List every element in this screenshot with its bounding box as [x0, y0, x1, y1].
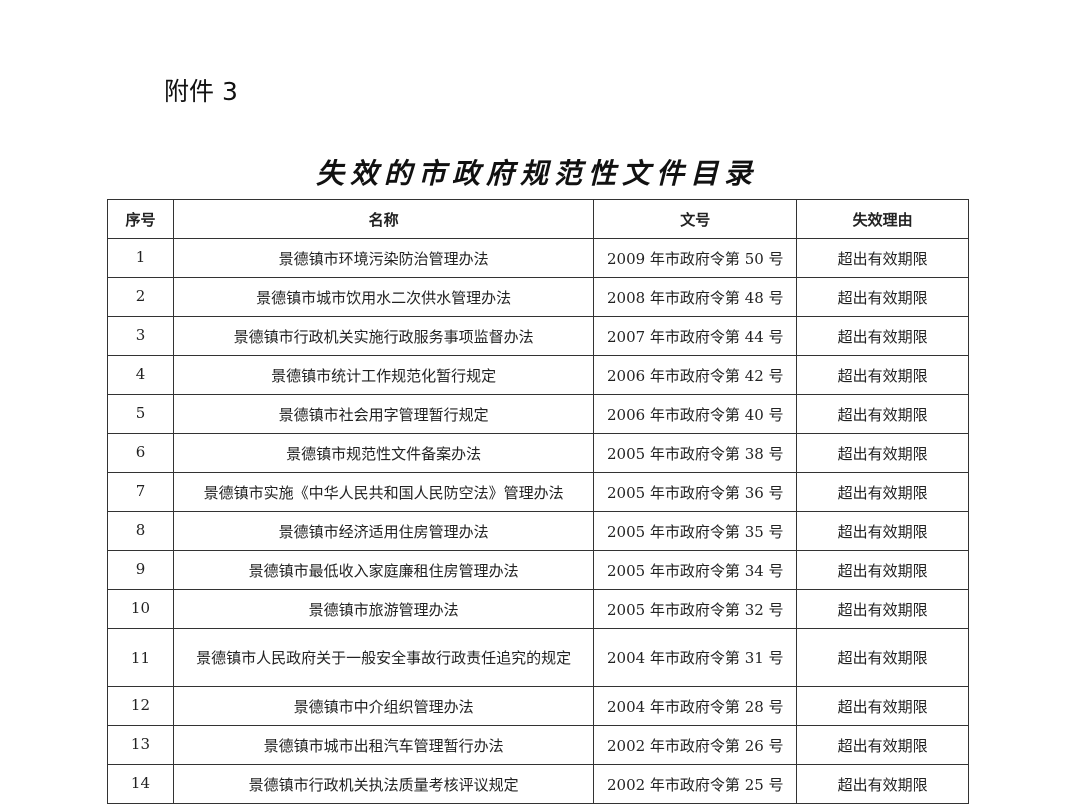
cell-doc-no: 2004 年市政府令第 31 号	[593, 628, 798, 687]
table-row: 6 景德镇市规范性文件备案办法 2005 年市政府令第 38 号超出有效期限	[107, 433, 969, 473]
cell-seq: 3	[107, 316, 174, 356]
header-doc-no: 文号	[593, 199, 798, 239]
table-row: 14 景德镇市行政机关执法质量考核评议规定 2002 年市政府令第 25 号超出有效…	[107, 764, 969, 804]
cell-seq: 6	[107, 433, 174, 473]
table-row: 12 景德镇市中介组织管理办法 2004 年市政府令第 28 号超出有效期限	[107, 686, 969, 726]
table-header-row: 序号 名称 文号 失效理由	[107, 199, 969, 239]
cell-name: 景德镇市社会用字管理暂行规定	[172, 394, 595, 434]
cell-name: 景德镇市统计工作规范化暂行规定	[172, 355, 595, 395]
cell-seq: 11	[107, 628, 174, 687]
cell-doc-no: 2008 年市政府令第 48 号	[593, 277, 798, 317]
table-row: 8 景德镇市经济适用住房管理办法 2005 年市政府令第 35 号超出有效期限	[107, 511, 969, 551]
table-row: 10 景德镇市旅游管理办法 2005 年市政府令第 32 号超出有效期限	[107, 589, 969, 629]
cell-seq: 12	[107, 686, 174, 726]
header-reason: 失效理由	[796, 199, 969, 239]
cell-reason: 超出有效期限	[796, 511, 969, 551]
cell-seq: 8	[107, 511, 174, 551]
cell-doc-no: 2002 年市政府令第 25 号	[593, 764, 798, 804]
cell-doc-no: 2005 年市政府令第 34 号	[593, 550, 798, 590]
cell-doc-no: 2005 年市政府令第 35 号	[593, 511, 798, 551]
cell-doc-no: 2005 年市政府令第 36 号	[593, 472, 798, 512]
cell-doc-no: 2005 年市政府令第 38 号	[593, 433, 798, 473]
cell-seq: 7	[107, 472, 174, 512]
cell-name: 景德镇市行政机关执法质量考核评议规定	[172, 764, 595, 804]
cell-doc-no: 2006 年市政府令第 42 号	[593, 355, 798, 395]
cell-seq: 9	[107, 550, 174, 590]
invalid-documents-table: 序号 名称 文号 失效理由 1 景德镇市环境污染防治管理办法 2009 年市政府令第…	[107, 199, 969, 804]
table-row: 5 景德镇市社会用字管理暂行规定 2006 年市政府令第 40 号超出有效期限	[107, 394, 969, 434]
cell-reason: 超出有效期限	[796, 355, 969, 395]
cell-doc-no: 2007 年市政府令第 44 号	[593, 316, 798, 356]
cell-doc-no: 2009 年市政府令第 50 号	[593, 238, 798, 278]
cell-doc-no: 2002 年市政府令第 26 号	[593, 725, 798, 765]
cell-name: 景德镇市人民政府关于一般安全事故行政责任追究的规定	[172, 628, 595, 687]
cell-seq: 2	[107, 277, 174, 317]
table-row: 13 景德镇市城市出租汽车管理暂行办法 2002 年市政府令第 26 号超出有效期限	[107, 725, 969, 765]
cell-doc-no: 2004 年市政府令第 28 号	[593, 686, 798, 726]
cell-reason: 超出有效期限	[796, 725, 969, 765]
cell-name: 景德镇市中介组织管理办法	[172, 686, 595, 726]
cell-seq: 10	[107, 589, 174, 629]
table-row: 7 景德镇市实施《中华人民共和国人民防空法》管理办法 2005 年市政府令第 36 …	[107, 472, 969, 512]
cell-reason: 超出有效期限	[796, 550, 969, 590]
cell-reason: 超出有效期限	[796, 316, 969, 356]
cell-seq: 13	[107, 725, 174, 765]
cell-reason: 超出有效期限	[796, 394, 969, 434]
document-title: 失效的市政府规范性文件目录	[315, 157, 758, 190]
cell-reason: 超出有效期限	[796, 589, 969, 629]
table-row: 1 景德镇市环境污染防治管理办法 2009 年市政府令第 50 号超出有效期限	[107, 238, 969, 278]
cell-seq: 1	[107, 238, 174, 278]
cell-name: 景德镇市经济适用住房管理办法	[172, 511, 595, 551]
table-row: 2 景德镇市城市饮用水二次供水管理办法 2008 年市政府令第 48 号超出有效期限	[107, 277, 969, 317]
cell-seq: 14	[107, 764, 174, 804]
cell-seq: 4	[107, 355, 174, 395]
cell-name: 景德镇市实施《中华人民共和国人民防空法》管理办法	[172, 472, 595, 512]
cell-reason: 超出有效期限	[796, 628, 969, 687]
table-row: 3 景德镇市行政机关实施行政服务事项监督办法 2007 年市政府令第 44 号超出有…	[107, 316, 969, 356]
cell-reason: 超出有效期限	[796, 764, 969, 804]
table-row: 9 景德镇市最低收入家庭廉租住房管理办法 2005 年市政府令第 34 号超出有效期…	[107, 550, 969, 590]
header-name: 名称	[172, 199, 595, 239]
cell-seq: 5	[107, 394, 174, 434]
cell-reason: 超出有效期限	[796, 433, 969, 473]
header-seq: 序号	[107, 199, 174, 239]
cell-name: 景德镇市最低收入家庭廉租住房管理办法	[172, 550, 595, 590]
cell-reason: 超出有效期限	[796, 238, 969, 278]
cell-doc-no: 2006 年市政府令第 40 号	[593, 394, 798, 434]
cell-doc-no: 2005 年市政府令第 32 号	[593, 589, 798, 629]
attachment-label: 附件 3	[164, 77, 238, 106]
cell-name: 景德镇市旅游管理办法	[172, 589, 595, 629]
cell-name: 景德镇市城市出租汽车管理暂行办法	[172, 725, 595, 765]
cell-reason: 超出有效期限	[796, 277, 969, 317]
cell-name: 景德镇市城市饮用水二次供水管理办法	[172, 277, 595, 317]
cell-name: 景德镇市行政机关实施行政服务事项监督办法	[172, 316, 595, 356]
cell-reason: 超出有效期限	[796, 472, 969, 512]
table-row: 4 景德镇市统计工作规范化暂行规定 2006 年市政府令第 42 号超出有效期限	[107, 355, 969, 395]
table-row: 11 景德镇市人民政府关于一般安全事故行政责任追究的规定 2004 年市政府令第 3…	[107, 628, 969, 687]
cell-name: 景德镇市环境污染防治管理办法	[172, 238, 595, 278]
cell-name: 景德镇市规范性文件备案办法	[172, 433, 595, 473]
cell-reason: 超出有效期限	[796, 686, 969, 726]
